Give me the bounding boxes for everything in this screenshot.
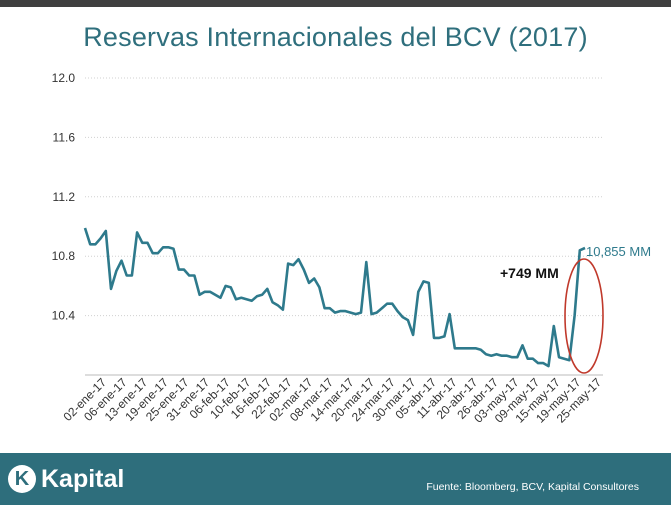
change-annotation: +749 MM	[500, 265, 559, 281]
kapital-logo: K Kapital	[8, 464, 124, 494]
y-tick-label-1: 10.8	[52, 249, 76, 263]
kapital-logo-mark: K	[8, 465, 36, 493]
chart-title: Reservas Internacionales del BCV (2017)	[83, 22, 588, 52]
y-tick-label-3: 11.6	[53, 130, 76, 144]
y-tick-label-0: 10.4	[52, 309, 76, 323]
source-note: Fuente: Bloomberg, BCV, Kapital Consulto…	[426, 481, 639, 493]
series-line-reserves	[83, 227, 586, 368]
footer-bar: K Kapital Fuente: Bloomberg, BCV, Kapita…	[0, 453, 671, 505]
highlight-ellipse	[564, 258, 604, 374]
last-value-label: 10,855 MM	[586, 244, 651, 259]
y-tick-label-2: 11.2	[53, 190, 76, 204]
x-axis-ticks: 02-ene-1706-ene-1713-ene-1719-ene-1725-e…	[61, 375, 605, 426]
y-axis-ticks: 10.4 10.8 11.2 11.6 12.0	[52, 71, 76, 323]
top-bar	[0, 0, 671, 7]
kapital-logo-text: Kapital	[41, 464, 125, 493]
y-tick-label-4: 12.0	[52, 71, 76, 85]
line-chart: 10.4 10.8 11.2 11.6 12.0 02-ene-1706-ene-171…	[52, 71, 651, 426]
grid-lines	[85, 77, 603, 317]
